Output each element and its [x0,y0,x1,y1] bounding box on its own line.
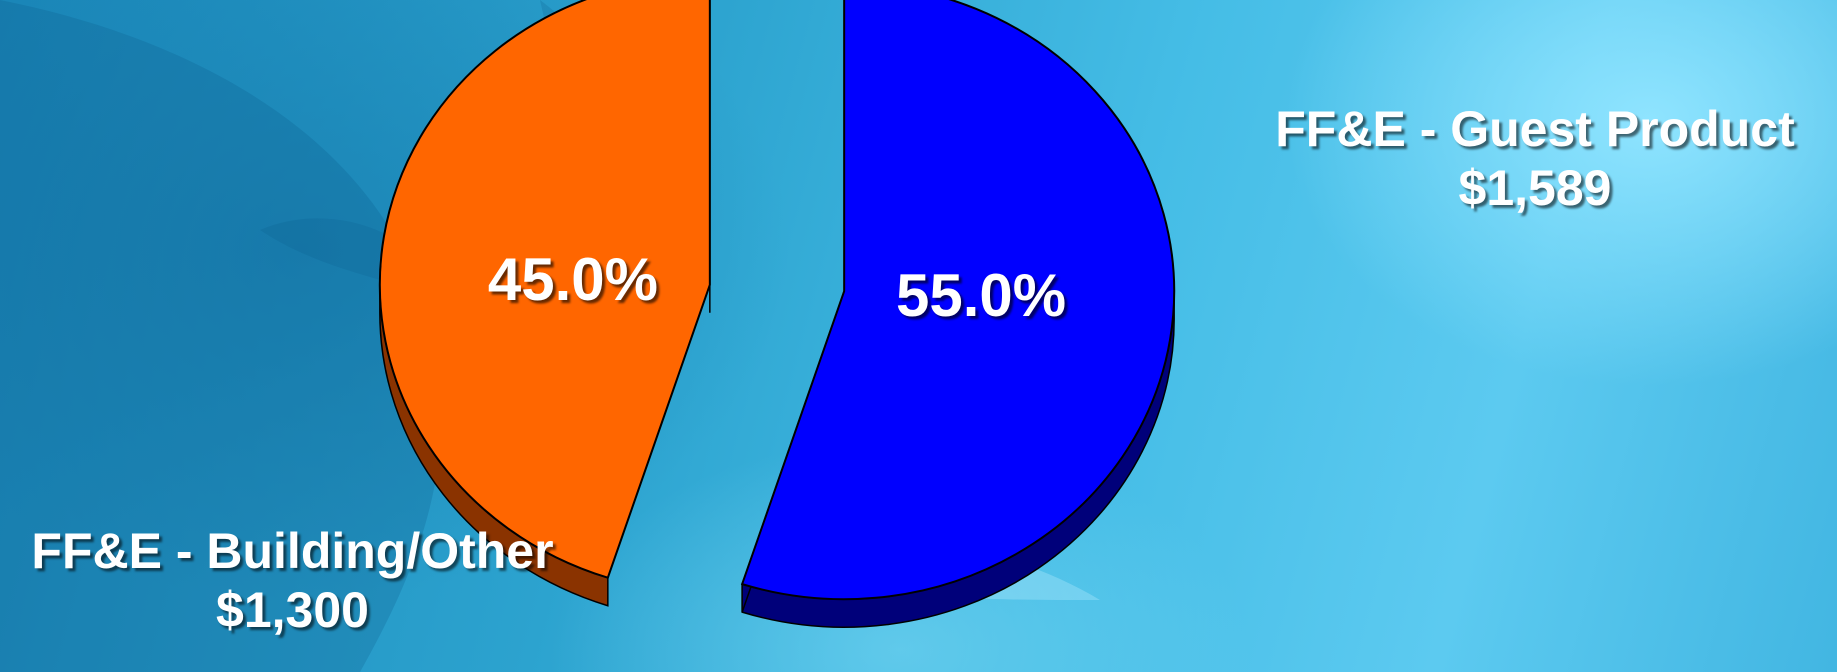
slice-label-guest-product: FF&E - Guest Product $1,589 [1255,100,1815,218]
slice-label-building-other: FF&E - Building/Other $1,300 [0,522,585,640]
percent-label-building-other: 45.0% [488,246,658,313]
slice-value-building-other: $1,300 [216,582,369,638]
pie-slices [378,0,1176,601]
pie-slice-building-other [378,0,711,579]
slice-name-building-other: FF&E - Building/Other [31,523,554,579]
pie-percent-labels: 55.0% 45.0% [488,246,1066,329]
percent-label-guest-product: 55.0% [896,262,1066,329]
slice-name-guest-product: FF&E - Guest Product [1275,101,1795,157]
slice-value-guest-product: $1,589 [1458,160,1612,216]
pie-slice-guest-product [740,0,1176,601]
